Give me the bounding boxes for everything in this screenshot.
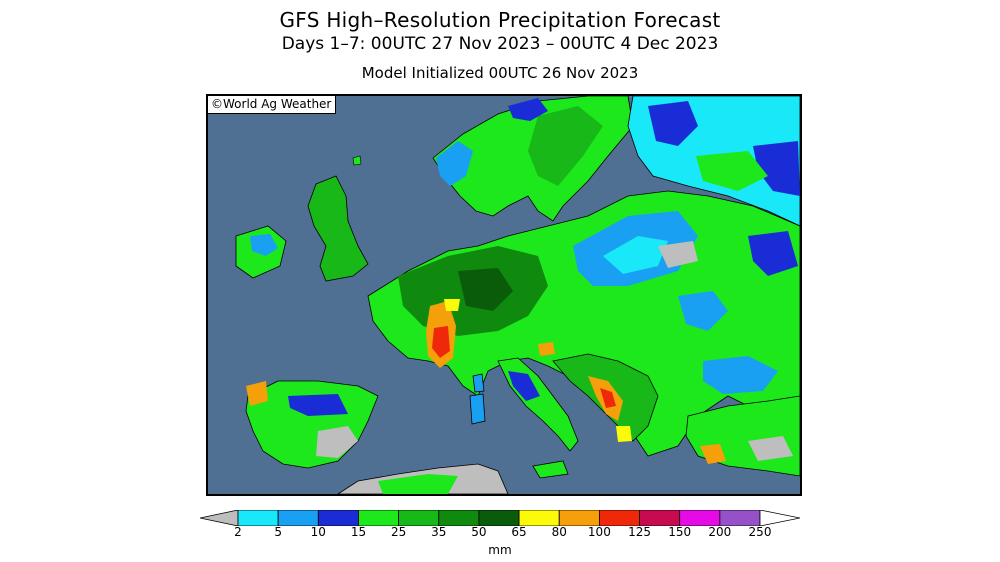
- black-sea: [703, 356, 778, 394]
- russia-central-blue: [748, 231, 798, 276]
- colorbar-segment: [398, 510, 440, 526]
- colorbar-tick-label: 200: [708, 525, 732, 539]
- chart-title: GFS High–Resolution Precipitation Foreca…: [279, 8, 721, 32]
- sicily: [532, 460, 569, 479]
- forecast-period: Days 1–7: 00UTC 27 Nov 2023 – 00UTC 4 De…: [281, 34, 719, 54]
- belarus-gray: [658, 241, 698, 268]
- iberia-blue: [288, 394, 348, 416]
- great-britain: [307, 175, 369, 282]
- finland-heavy: [648, 101, 698, 146]
- alps-yellow: [444, 299, 460, 311]
- colorbar-segment: [598, 510, 640, 526]
- colorbar-segment: [679, 510, 721, 526]
- greece-yellow: [616, 426, 632, 442]
- colorbar-segment: [518, 510, 560, 526]
- colorbar-tick-label: 65: [511, 525, 527, 539]
- colorbar-segment: [558, 510, 600, 526]
- alps-red: [432, 326, 450, 358]
- precipitation-map: ©World Ag Weather: [206, 94, 802, 496]
- colorbar-tick-label: 80: [551, 525, 567, 539]
- iberia-dry: [316, 426, 358, 458]
- germany-core: [458, 268, 513, 311]
- norway-coast-rain: [436, 141, 473, 186]
- colorbar-tick-label: 35: [431, 525, 447, 539]
- colorbar-tick-label: 150: [668, 525, 692, 539]
- copyright-credit: ©World Ag Weather: [208, 96, 337, 114]
- colorbar-tick-label: 125: [628, 525, 651, 539]
- balkans-red: [600, 388, 616, 408]
- ukraine-blue: [678, 291, 728, 331]
- colorbar-tick-label: 2: [234, 525, 242, 539]
- russia-north-blue: [753, 141, 800, 196]
- precipitation-colorbar: [200, 510, 800, 526]
- colorbar-segment: [719, 510, 761, 526]
- model-init-time: Model Initialized 00UTC 26 Nov 2023: [361, 64, 639, 82]
- north-africa-green: [378, 474, 458, 494]
- galicia-orange: [246, 381, 268, 406]
- map-canvas: [208, 96, 800, 494]
- colorbar-segment: [317, 510, 359, 526]
- east-europe-light: [603, 236, 668, 274]
- colorbar-tick-label: 15: [350, 525, 367, 539]
- colorbar-unit: mm: [488, 543, 512, 557]
- faroe-shetland: [352, 155, 362, 166]
- colorbar-tick-label: 50: [471, 525, 487, 539]
- colorbar-tick-label: 250: [748, 525, 772, 539]
- turkey-dry: [748, 436, 793, 461]
- finland-green: [696, 151, 768, 191]
- colorbar-tick-labels: 2 5 10 15 25 35 50 65 80 100 125 150 200 250: [0, 525, 1000, 543]
- colorbar-segment: [237, 510, 279, 526]
- sardinia: [469, 393, 486, 425]
- north-italy-orange: [538, 342, 555, 356]
- turkey-orange: [700, 444, 726, 464]
- colorbar-segment: [277, 510, 319, 526]
- colorbar-segment: [639, 510, 681, 526]
- sweden-rain: [528, 106, 603, 186]
- norway-north-rain: [508, 98, 548, 121]
- italy-blue: [508, 371, 540, 401]
- colorbar-segment: [438, 510, 480, 526]
- colorbar-tick-label: 10: [310, 525, 326, 539]
- colorbar-tick-label: 25: [390, 525, 407, 539]
- ireland-rain: [250, 234, 278, 256]
- corsica: [472, 373, 485, 393]
- colorbar-tick-label: 100: [587, 525, 611, 539]
- colorbar-segment: [358, 510, 400, 526]
- colorbar-high-cap: [759, 510, 800, 526]
- colorbar-segment: [478, 510, 520, 526]
- colorbar-tick-label: 5: [274, 525, 282, 539]
- colorbar-low-cap: [200, 510, 239, 526]
